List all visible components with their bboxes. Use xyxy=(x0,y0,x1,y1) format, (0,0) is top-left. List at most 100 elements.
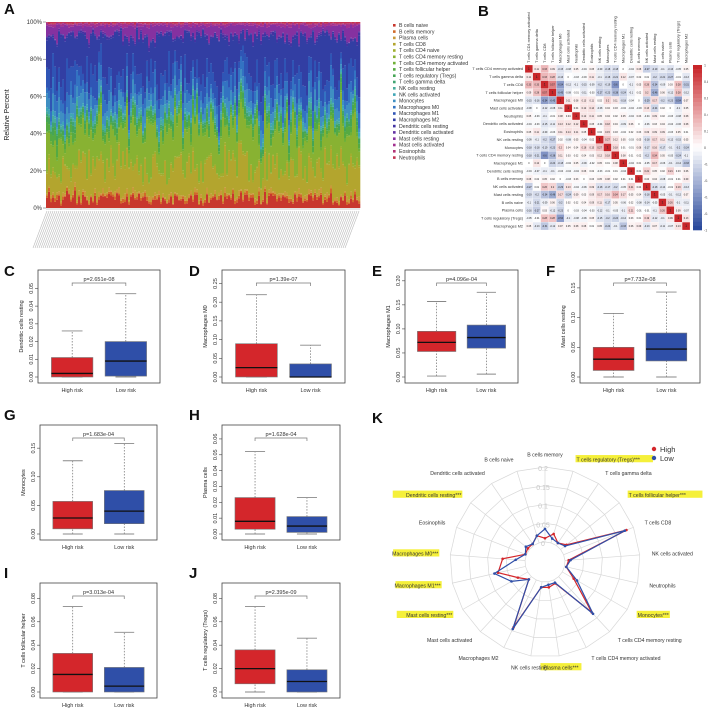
bar-segment xyxy=(140,29,143,32)
bar-segment xyxy=(84,196,87,208)
bar-segment xyxy=(166,123,169,133)
bar-segment xyxy=(110,109,113,112)
bar-segment xyxy=(338,97,341,112)
heatmap-cell-value: 1 xyxy=(528,67,530,71)
bar-segment xyxy=(80,160,83,163)
x-tick-label xyxy=(290,210,306,249)
bar-segment xyxy=(104,34,107,36)
bar-segment xyxy=(210,88,213,99)
colorbar-segment xyxy=(693,217,702,223)
bar-segment xyxy=(244,155,247,190)
bar-segment xyxy=(60,126,63,130)
bar-segment xyxy=(94,128,97,133)
x-tick-label xyxy=(218,210,234,249)
bar-segment xyxy=(138,174,141,192)
bar-segment xyxy=(100,22,103,24)
bar-segment xyxy=(266,179,269,181)
heatmap-cell-value: 0.18 xyxy=(613,147,618,150)
bar-segment xyxy=(64,153,67,165)
bar-segment xyxy=(124,193,127,200)
bar-segment xyxy=(148,201,151,204)
bar-segment xyxy=(168,101,171,105)
bar-segment xyxy=(324,22,327,24)
bar-segment xyxy=(78,32,81,67)
bar-segment xyxy=(282,36,285,89)
bar-segment xyxy=(124,23,127,28)
x-tick-label xyxy=(254,210,270,249)
bar-segment xyxy=(158,147,161,153)
bar-segment xyxy=(330,53,333,66)
bar-segment xyxy=(92,126,95,129)
bar-segment xyxy=(168,128,171,179)
bar-segment xyxy=(156,32,159,35)
bar-segment xyxy=(70,135,73,178)
bar-segment xyxy=(324,115,327,119)
bar-segment xyxy=(48,130,51,134)
x-tick-label: High risk xyxy=(61,388,83,394)
bar-segment xyxy=(320,126,323,129)
bar-segment xyxy=(294,128,297,177)
bar-segment xyxy=(78,30,81,32)
bar-segment xyxy=(86,178,89,180)
heatmap-col-label: T cells gamma delta xyxy=(535,28,539,63)
bar-segment xyxy=(310,126,313,130)
bar-segment xyxy=(226,198,229,208)
bar-segment xyxy=(236,23,239,25)
stacked-bar xyxy=(158,22,161,208)
bar-segment xyxy=(264,31,267,34)
heatmap-cell-value: -0.04 xyxy=(620,170,626,173)
bar-segment xyxy=(314,89,317,106)
bar-segment xyxy=(142,142,145,144)
bar-segment xyxy=(180,90,183,94)
bar-segment xyxy=(338,133,341,167)
bar-segment xyxy=(252,123,255,128)
stacked-bar xyxy=(182,22,185,208)
bar-segment xyxy=(86,23,89,27)
bar-segment xyxy=(332,113,335,119)
heatmap-cell-value: 1 xyxy=(607,146,609,150)
bar-segment xyxy=(48,24,51,27)
bar-segment xyxy=(280,110,283,114)
y-tick-label: 60% xyxy=(30,94,43,100)
bar-segment xyxy=(282,196,285,208)
heatmap-cell-value: -0.05 xyxy=(644,162,650,165)
bar-segment xyxy=(254,32,257,34)
bar-segment xyxy=(316,106,319,116)
x-tick-label xyxy=(70,210,86,249)
bar-segment xyxy=(356,24,359,26)
bar-segment xyxy=(144,157,147,159)
bar-segment xyxy=(66,35,69,38)
heatmap-cell-value: -0.01 xyxy=(628,147,634,150)
bar-segment xyxy=(350,191,353,196)
bar-segment xyxy=(224,104,227,107)
bar-segment xyxy=(294,24,297,26)
bar-segment xyxy=(114,179,117,192)
heatmap-cell-value: 0.02 xyxy=(637,92,642,95)
x-tick-label xyxy=(302,210,318,249)
bar-segment xyxy=(232,115,235,118)
bar-segment xyxy=(64,24,67,38)
bar-segment xyxy=(72,26,75,31)
bar-segment xyxy=(226,112,229,116)
bar-segment xyxy=(356,23,359,25)
bar-segment xyxy=(194,192,197,196)
heatmap-cell-value: 0.09 xyxy=(550,68,555,71)
bar-segment xyxy=(192,32,195,37)
bar-segment xyxy=(104,22,107,24)
bar-segment xyxy=(186,115,189,120)
bar-segment xyxy=(142,23,145,25)
bar-segment xyxy=(104,134,107,143)
bar-segment xyxy=(258,134,261,144)
bar-segment xyxy=(242,195,245,200)
bar-segment xyxy=(160,22,163,23)
bar-segment xyxy=(140,197,143,201)
y-tick-label: 0.00 xyxy=(29,372,35,383)
bar-segment xyxy=(300,24,303,31)
heatmap-row-label: T cells CD4 memory activated xyxy=(472,67,523,71)
bar-segment xyxy=(48,124,51,131)
bar-segment xyxy=(304,130,307,132)
bar-segment xyxy=(266,65,269,87)
bar-segment xyxy=(82,23,85,25)
bar-segment xyxy=(98,35,101,37)
bar-segment xyxy=(110,25,113,36)
